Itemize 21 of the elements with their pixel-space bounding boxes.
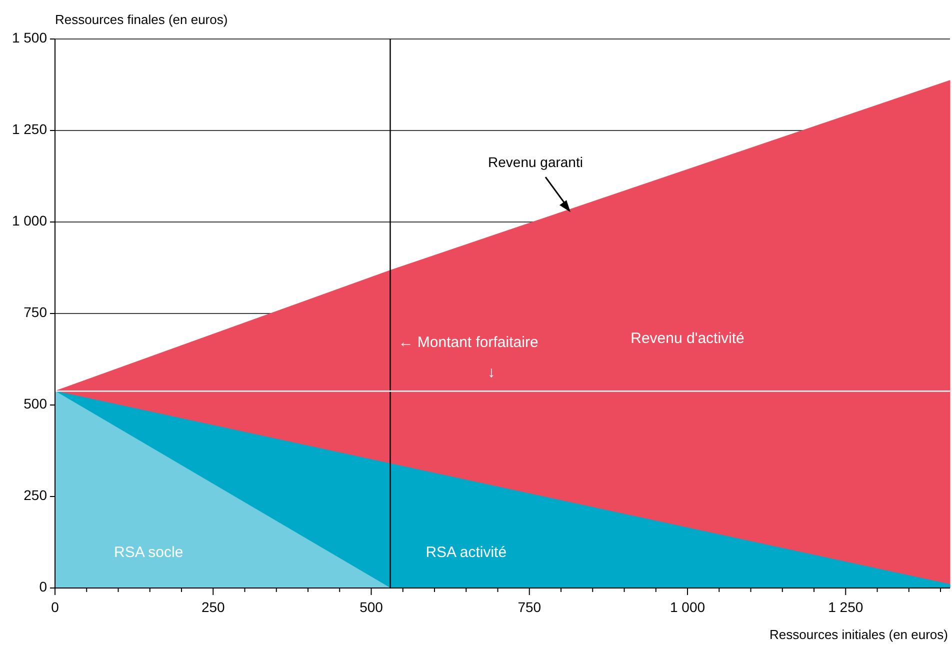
x-tick-label: 500: [360, 599, 384, 615]
series-label: RSA activité: [426, 544, 507, 562]
y-axis-title: Ressources finales (en euros): [55, 12, 228, 27]
y-tick-label: 250: [24, 487, 48, 504]
x-tick-label: 0: [51, 599, 60, 615]
annotation: ↓: [488, 364, 496, 382]
x-tick-label: 750: [518, 599, 542, 615]
x-tick-label: 1 250: [828, 599, 864, 615]
x-axis-title: Ressources initiales (en euros): [770, 627, 948, 642]
series-label: Revenu d'activité: [630, 330, 744, 348]
y-tick-label: 750: [24, 304, 48, 320]
x-tick-label: 1 000: [670, 599, 706, 615]
y-tick-label: 1 000: [12, 212, 48, 229]
annotation: ← Montant forfaitaire: [398, 334, 538, 352]
annotation: Revenu garanti: [488, 154, 583, 170]
y-tick-label: 1 250: [12, 121, 48, 138]
x-tick-label: 250: [201, 599, 226, 615]
series-label: RSA socle: [114, 544, 184, 562]
y-tick-label: 1 500: [12, 30, 48, 46]
y-tick-label: 0: [39, 578, 48, 595]
y-tick-label: 500: [24, 396, 48, 412]
